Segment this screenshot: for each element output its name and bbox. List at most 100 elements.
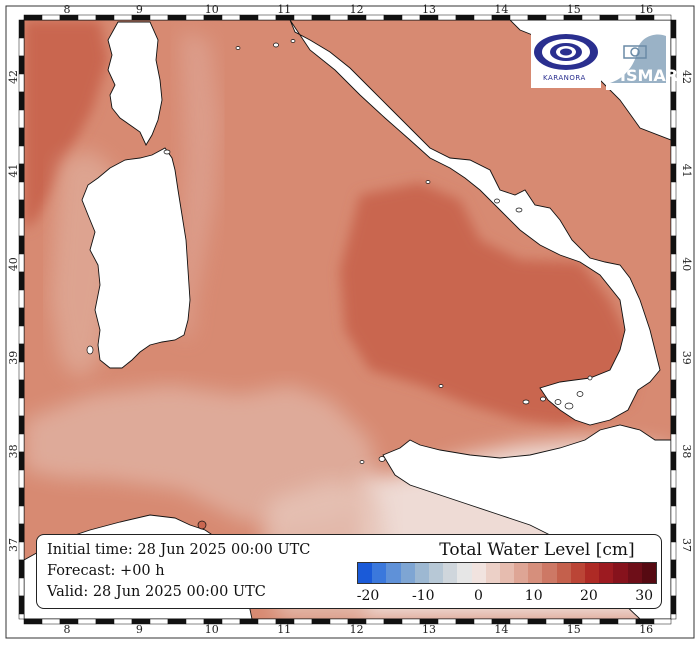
frame-segment <box>527 618 547 625</box>
eye-logo-icon <box>534 34 598 70</box>
logo-left: KARANORA <box>531 30 601 88</box>
frame-segment <box>18 37 25 57</box>
frame-segment <box>18 559 25 579</box>
frame-segment <box>670 595 677 615</box>
frame-segment <box>329 618 349 625</box>
sea-dark-tyrrhenian <box>340 183 640 425</box>
frame-segment <box>670 415 677 435</box>
logo-left-text: KARANORA <box>543 74 586 82</box>
frame-segment <box>670 433 677 453</box>
colorbar-cell <box>386 563 401 583</box>
lat-tick-label: 39 <box>7 351 20 365</box>
colorbar-tick-label: 30 <box>635 588 654 604</box>
lon-tick-label: 14 <box>494 3 508 16</box>
frame-segment <box>18 415 25 435</box>
frame-segment <box>18 91 25 111</box>
lat-tick-label: 42 <box>7 70 20 84</box>
frame-segment <box>670 91 677 111</box>
frame-segment <box>257 618 277 625</box>
frame-segment <box>599 618 619 625</box>
colorbar-cell <box>585 563 600 583</box>
colorbar-cell <box>372 563 387 583</box>
frame-segment <box>239 618 259 625</box>
frame-segment <box>617 618 637 625</box>
lon-tick-label: 13 <box>422 3 436 16</box>
frame-segment <box>670 361 677 381</box>
colorbar-cell <box>528 563 543 583</box>
island <box>273 42 279 48</box>
sea-dark-west <box>24 20 108 230</box>
frame-segment <box>18 199 25 219</box>
colorbar-tick-label: 10 <box>524 588 543 604</box>
island <box>554 399 562 405</box>
colorbar-cell <box>358 563 373 583</box>
island <box>359 460 365 464</box>
frame-segment <box>18 19 25 39</box>
frame-segment <box>527 14 547 21</box>
frame-segment <box>95 618 115 625</box>
frame-segment <box>670 469 677 489</box>
colorbar <box>357 562 657 584</box>
lon-tick-label: 8 <box>64 3 71 16</box>
frame-segment <box>670 325 677 345</box>
logo-right: ISMAR <box>606 28 678 90</box>
lat-tick-label: 39 <box>680 351 693 365</box>
colorbar-tick-label: -10 <box>411 588 435 604</box>
frame-segment <box>185 618 205 625</box>
frame-segment <box>670 109 677 129</box>
lon-tick-label: 11 <box>277 3 291 16</box>
frame-segment <box>149 618 169 625</box>
island <box>438 384 444 388</box>
frame-segment <box>77 618 97 625</box>
frame-segment <box>311 14 331 21</box>
frame-segment <box>113 618 133 625</box>
frame-segment <box>670 217 677 237</box>
frame-segment <box>670 145 677 165</box>
frame-segment <box>670 127 677 147</box>
island <box>494 198 500 204</box>
island <box>587 375 593 381</box>
frame-segment <box>18 379 25 399</box>
frame-segment <box>18 235 25 255</box>
island <box>86 345 94 355</box>
valid-time: Valid: 28 Jun 2025 00:00 UTC <box>47 584 266 600</box>
frame-segment <box>311 618 331 625</box>
lon-tick-label: 10 <box>205 3 219 16</box>
island <box>378 456 386 462</box>
frame-segment <box>18 613 25 620</box>
frame-segment <box>437 14 457 21</box>
info-legend-box: Initial time: 28 Jun 2025 00:00 UTC Fore… <box>36 534 662 609</box>
lat-tick-label: 40 <box>7 257 20 271</box>
frame-segment <box>670 397 677 417</box>
colorbar-cell <box>400 563 415 583</box>
lon-tick-label: 11 <box>277 623 291 636</box>
colorbar-cell <box>627 563 642 583</box>
frame-segment <box>670 379 677 399</box>
frame-segment <box>401 14 421 21</box>
frame-segment <box>18 577 25 597</box>
frame-segment <box>401 618 421 625</box>
frame-segment <box>167 618 187 625</box>
tick-labels: 8 8 9 9 10 10 11 11 12 12 13 13 14 14 15 15 16 16 37 37 38 38… <box>7 3 693 636</box>
colorbar-cell <box>570 563 585 583</box>
frame-segment <box>509 618 529 625</box>
frame-segment <box>670 577 677 597</box>
colorbar-cell <box>443 563 458 583</box>
colorbar-cell <box>414 563 429 583</box>
frame-segment <box>18 469 25 489</box>
lat-tick-label: 41 <box>7 164 20 178</box>
lat-tick-label: 38 <box>680 444 693 458</box>
frame-segment <box>18 271 25 291</box>
sardinia-land <box>81 147 191 369</box>
colorbar-cell <box>514 563 529 583</box>
frame-segment <box>329 14 349 21</box>
lat-tick-label: 40 <box>680 257 693 271</box>
frame-segment <box>257 14 277 21</box>
forecast-hours: Forecast: +00 h <box>47 563 165 579</box>
lon-tick-label: 9 <box>136 3 143 16</box>
colorbar-cell <box>641 563 656 583</box>
frame-segment <box>670 253 677 273</box>
frame-segment <box>670 307 677 327</box>
frame-segment <box>383 618 403 625</box>
frame-segment <box>293 618 313 625</box>
